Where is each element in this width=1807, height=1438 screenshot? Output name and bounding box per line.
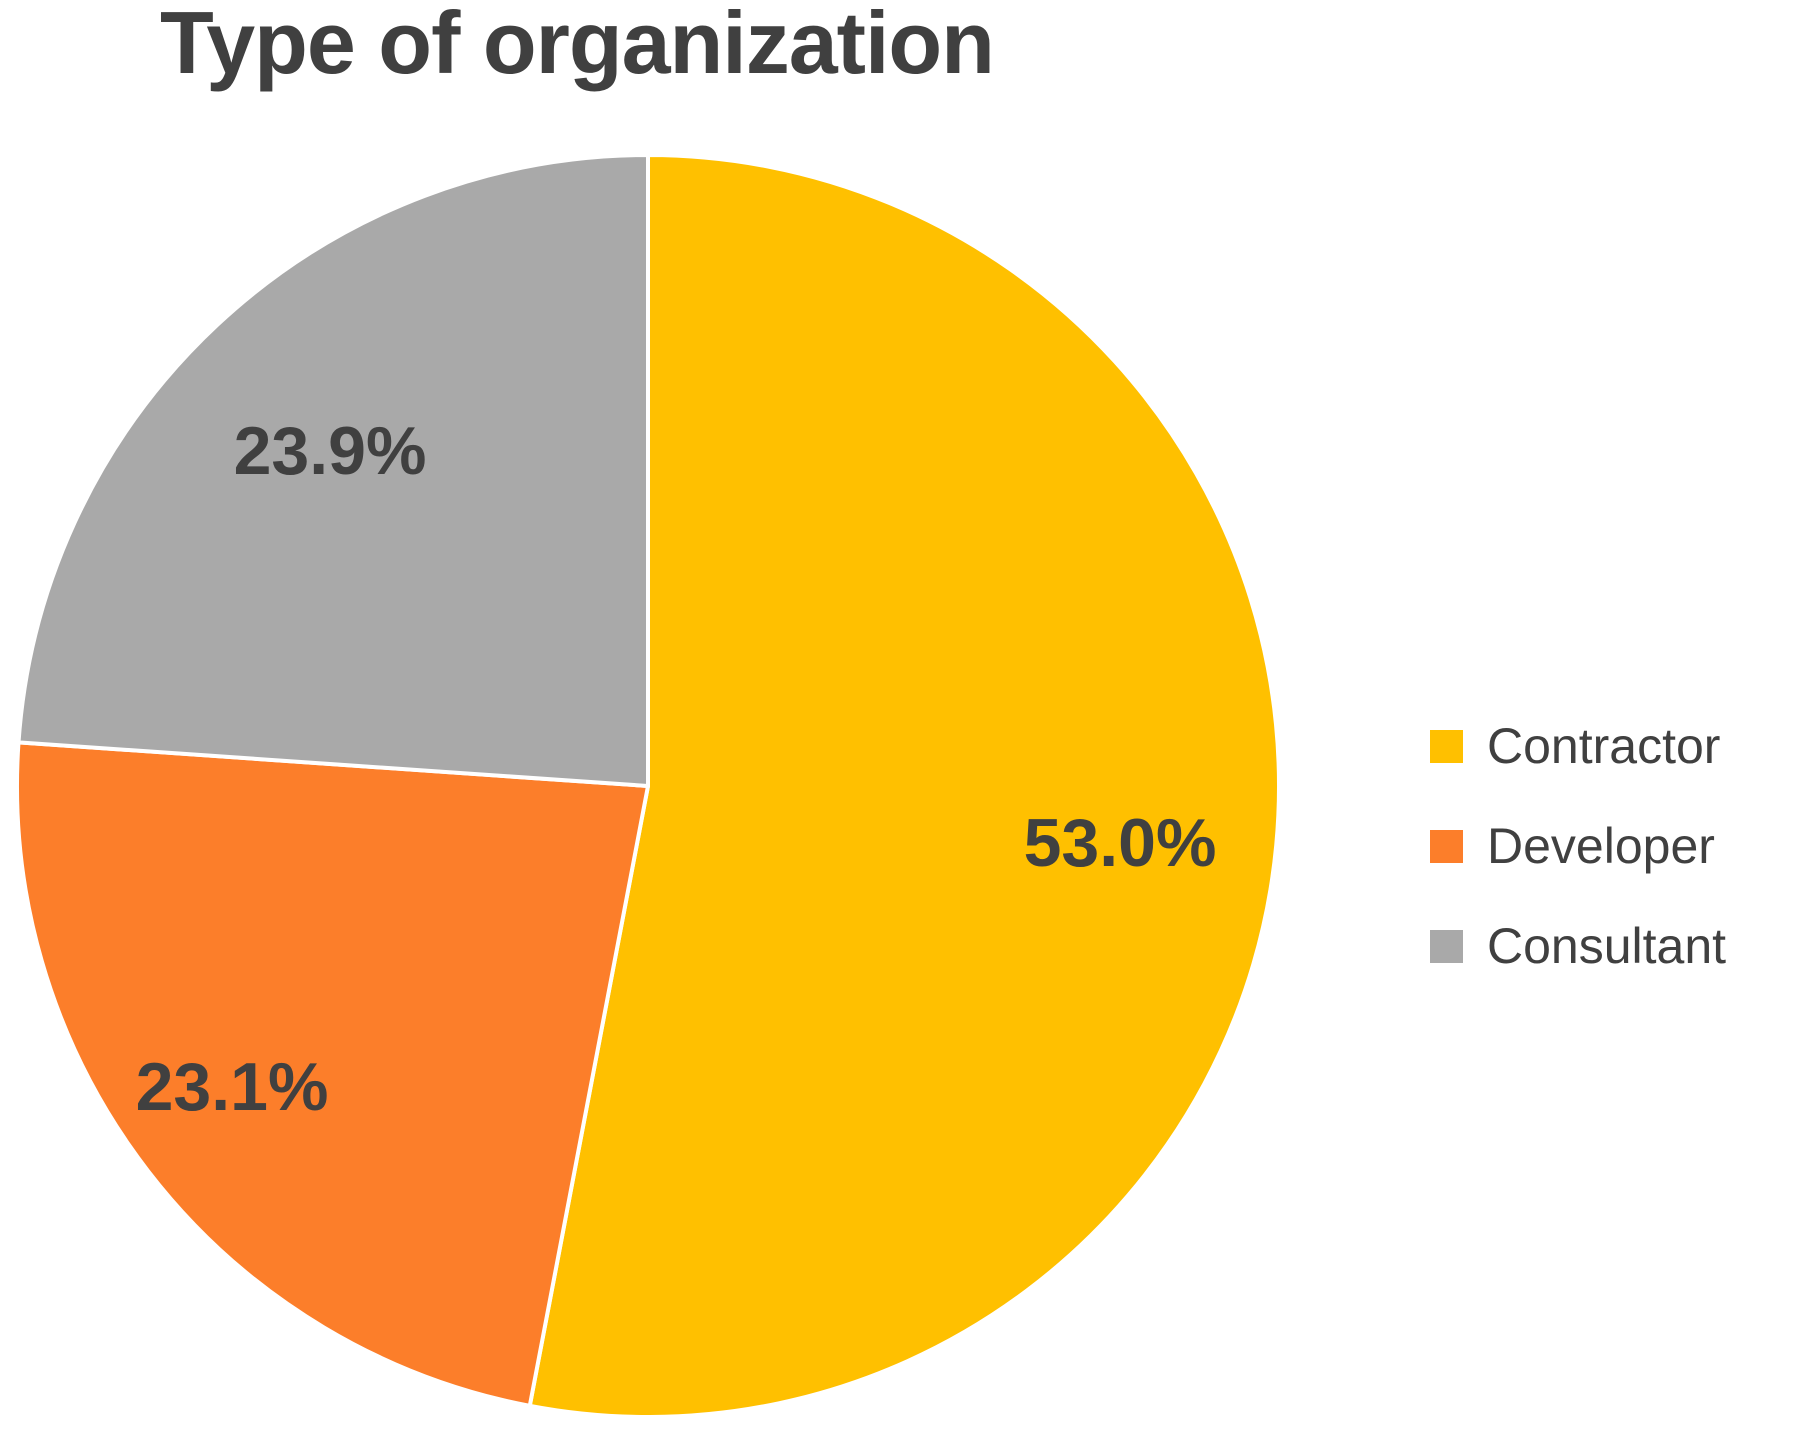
pie-slice-contractor: [527, 153, 1281, 1419]
slice-label-contractor: 53.0%: [1023, 805, 1217, 881]
pie-slice-developer: [15, 740, 650, 1408]
legend-label-contractor: Contractor: [1487, 718, 1721, 774]
legend-label-consultant: Consultant: [1487, 918, 1727, 974]
chart-title: Type of organization: [160, 0, 995, 92]
legend-item-developer: Developer: [1430, 796, 1726, 896]
contractor-swatch-icon: [1430, 729, 1463, 763]
legend-item-consultant: Consultant: [1430, 896, 1726, 996]
slice-label-consultant: 23.9%: [233, 413, 427, 489]
slice-label-developer: 23.1%: [135, 1049, 329, 1125]
legend-label-developer: Developer: [1487, 818, 1715, 874]
legend-item-contractor: Contractor: [1430, 696, 1726, 796]
pie-slice-consultant: [16, 153, 650, 788]
developer-swatch-icon: [1430, 829, 1463, 863]
consultant-swatch-icon: [1430, 929, 1463, 963]
legend: Contractor Developer Consultant: [1430, 696, 1726, 996]
